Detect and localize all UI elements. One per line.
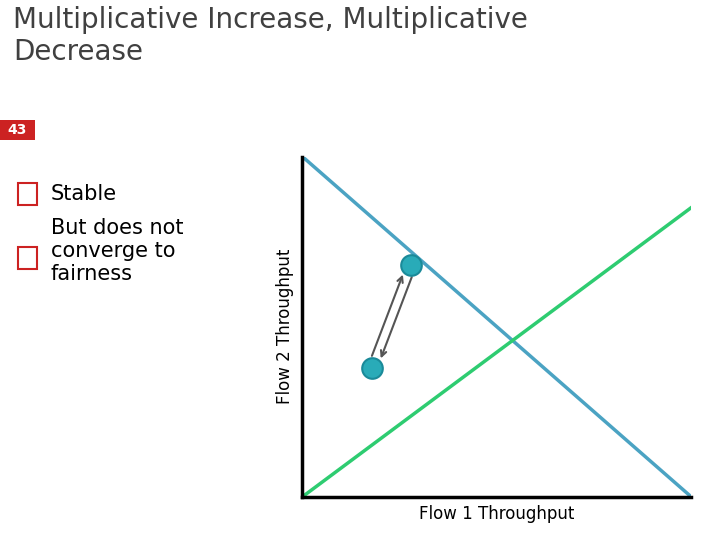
- Bar: [18, 247, 37, 269]
- Text: But does not
converge to
fairness: But does not converge to fairness: [51, 218, 184, 284]
- Text: 43: 43: [8, 123, 27, 137]
- Bar: [0, 120, 35, 140]
- Bar: [18, 183, 37, 205]
- Text: Stable: Stable: [51, 184, 117, 204]
- Text: Multiplicative Increase, Multiplicative
Decrease: Multiplicative Increase, Multiplicative …: [13, 6, 528, 66]
- Y-axis label: Flow 2 Throughput: Flow 2 Throughput: [276, 249, 294, 404]
- Point: [366, 363, 378, 372]
- X-axis label: Flow 1 Throughput: Flow 1 Throughput: [419, 505, 575, 523]
- Point: [405, 261, 417, 270]
